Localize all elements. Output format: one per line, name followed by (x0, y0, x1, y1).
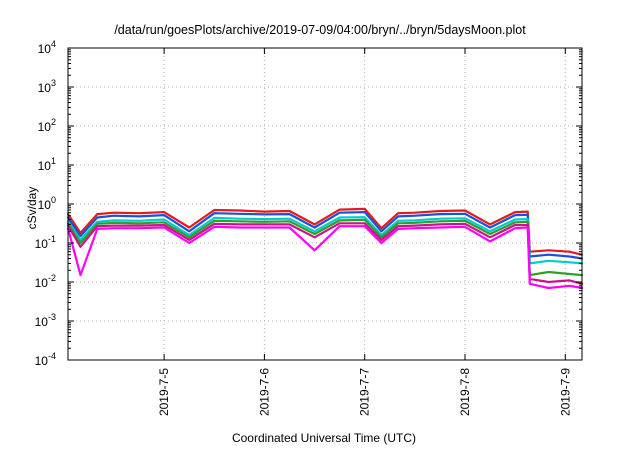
x-tick-label: 2019-7-8 (458, 368, 472, 416)
x-ticks: 2019-7-5 2019-7-6 2019-7-7 2019-7-8 2019-7-9 (157, 48, 572, 416)
series-line-2 (66, 211, 584, 260)
x-tick-label: 2019-7-6 (257, 368, 271, 416)
series-line-1 (66, 207, 584, 256)
x-tick-label: 2019-7-9 (558, 368, 572, 416)
y-axis-label: cSv/day (25, 187, 39, 230)
grid (68, 48, 582, 360)
x-axis-label: Coordinated Universal Time (UTC) (232, 431, 416, 445)
y-tick-label: 10-2 (35, 273, 56, 290)
series-line-3 (66, 216, 584, 265)
y-tick-label: 100 (38, 195, 56, 212)
series-line-5 (66, 222, 584, 285)
x-tick-label: 2019-7-7 (358, 368, 372, 416)
y-tick-label: 10-4 (35, 351, 56, 368)
series-line-6 (66, 225, 584, 290)
y-tick-label: 104 (38, 39, 56, 56)
y-ticks: 10-4 10-3 10-2 10-1 100 101 102 103 104 (35, 39, 582, 368)
y-tick-label: 10-1 (35, 234, 56, 251)
y-tick-label: 102 (38, 117, 56, 134)
x-tick-label: 2019-7-5 (157, 368, 171, 416)
series-line-4 (66, 218, 584, 277)
chart-title: /data/run/goesPlots/archive/2019-07-09/0… (114, 23, 526, 37)
y-tick-label: 101 (38, 156, 56, 173)
series-group (66, 207, 584, 290)
y-tick-label: 10-3 (35, 312, 56, 329)
y-tick-label: 103 (38, 78, 56, 95)
